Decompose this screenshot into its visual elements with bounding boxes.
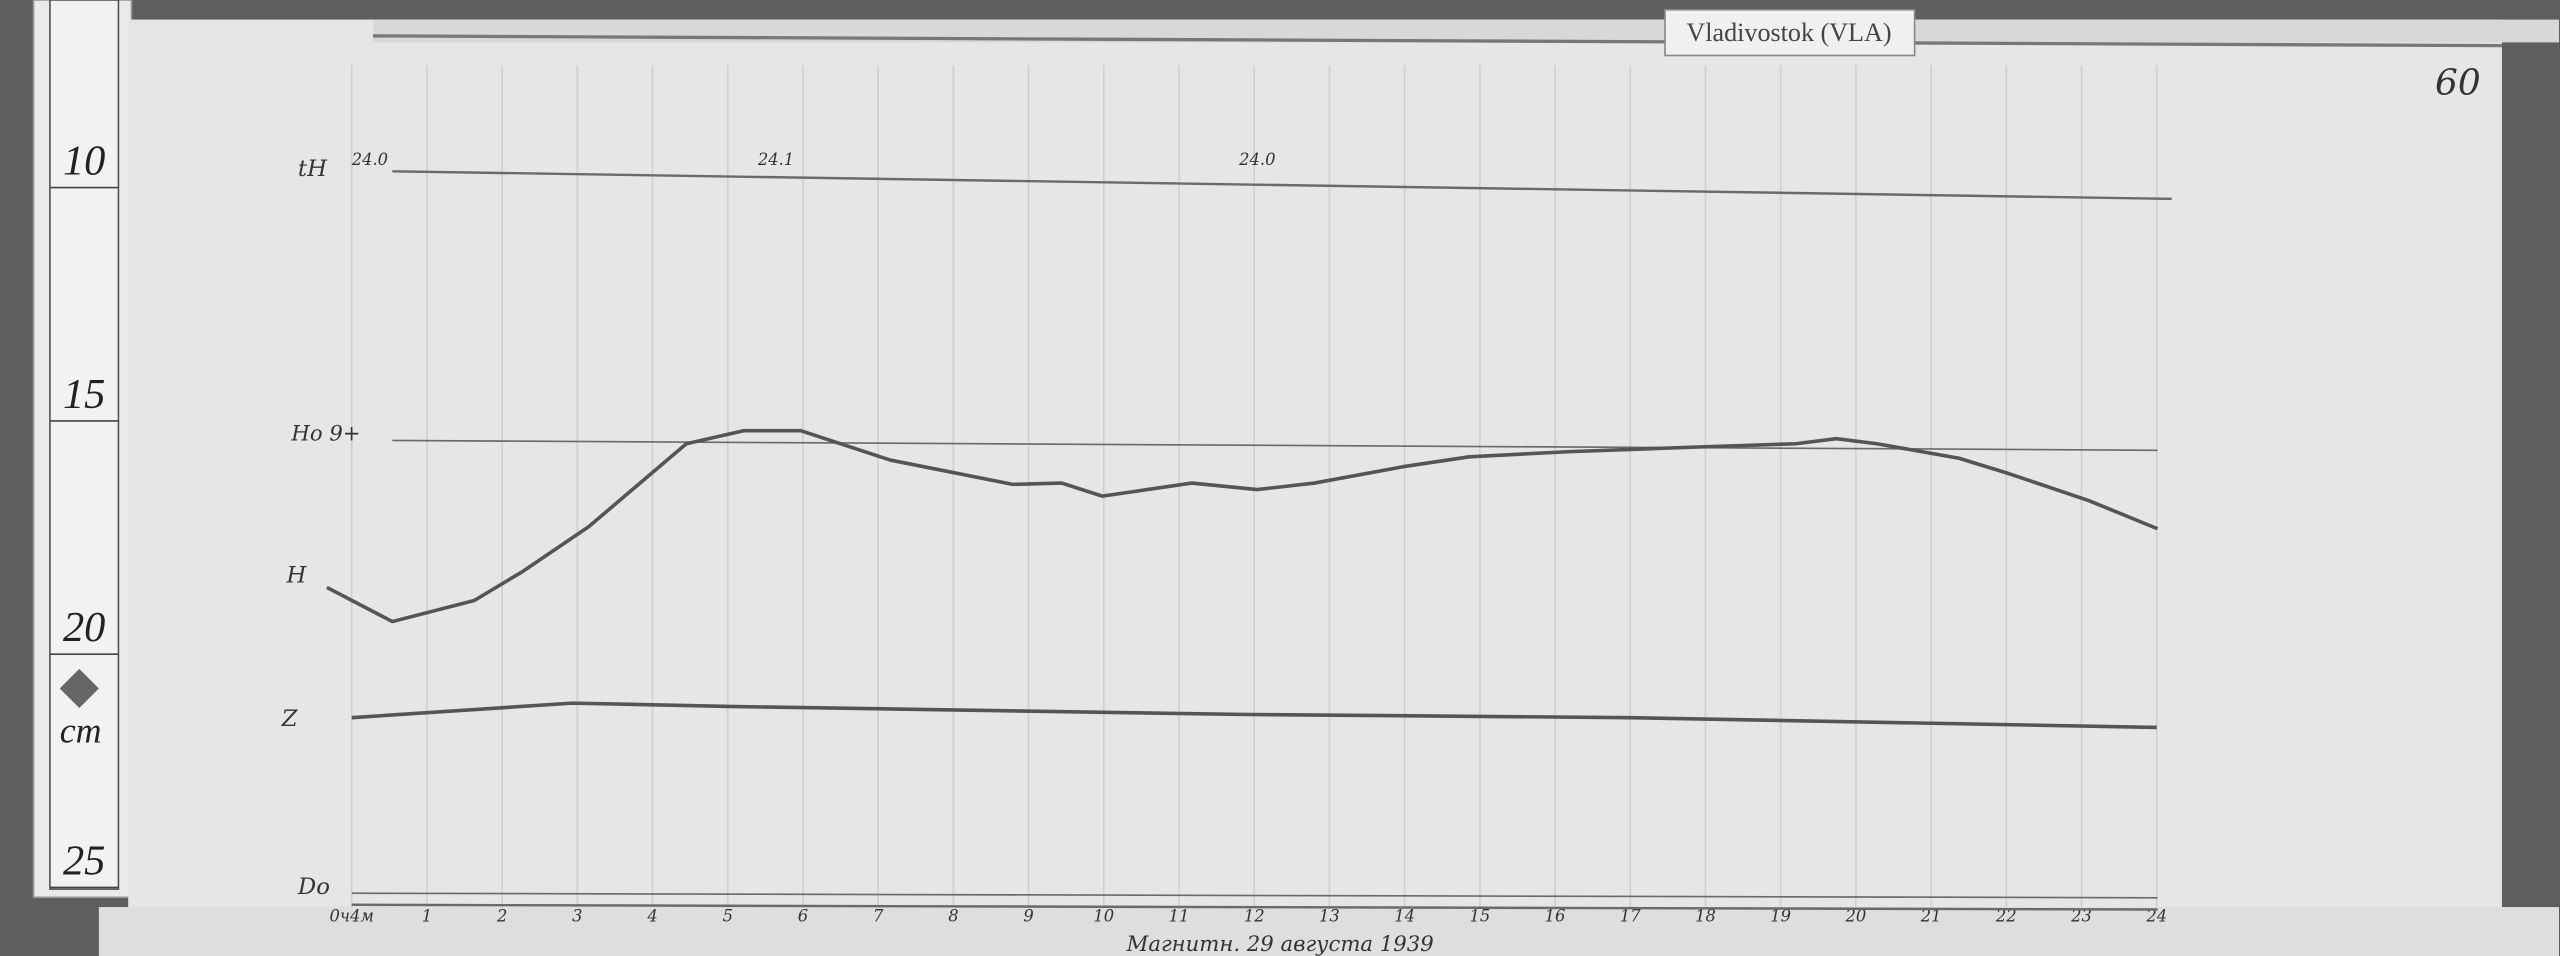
station-label-box — [1664, 8, 1916, 57]
hour-label: 8 — [948, 907, 958, 926]
hour-label: 3 — [572, 907, 582, 926]
hour-label: 4 — [646, 907, 657, 926]
hour-label: 2 — [496, 907, 507, 926]
baseline-tH — [392, 170, 2172, 201]
hour-label: 12 — [1244, 907, 1265, 926]
hour-label: 0ч4м — [330, 907, 374, 926]
hour-label: 11 — [1169, 907, 1190, 926]
trace-Z — [351, 701, 2157, 730]
trace-H — [326, 428, 2159, 624]
ruler-ticks: 10 15 20 25 — [49, 138, 119, 889]
hour-label: 17 — [1620, 907, 1641, 926]
ruler-scale — [49, 0, 120, 890]
baseline-Do-lower — [351, 903, 2158, 911]
hour-label: 10 — [1093, 907, 1114, 926]
baseline-annotation: 24.0 — [351, 150, 388, 169]
hour-label: 20 — [1845, 907, 1867, 926]
hour-label: 21 — [1920, 907, 1942, 926]
top-strip — [372, 19, 2560, 43]
ruler-tick-label: 25 — [63, 837, 105, 884]
hour-label: 22 — [1995, 907, 2017, 926]
page-number: 60 — [2435, 63, 2481, 104]
label-Z: Z — [281, 706, 299, 732]
hour-label: 1 — [422, 907, 432, 926]
bottom-strip — [98, 907, 2560, 956]
ruler-tick-label: 10 — [63, 138, 105, 185]
hour-label: 13 — [1319, 907, 1340, 926]
paper — [128, 19, 2502, 926]
hour-label: 15 — [1469, 907, 1490, 926]
ruler-unit: cm — [60, 710, 102, 750]
hour-label: 19 — [1770, 907, 1791, 926]
label-Do: Do — [297, 874, 330, 900]
hour-label: 16 — [1545, 907, 1566, 926]
hour-label: 18 — [1695, 907, 1716, 926]
traces: 24.0 24.1 24.0 — [326, 150, 2172, 911]
baseline-annotation: 24.1 — [757, 150, 794, 169]
trace-labels: tH Ho 9+ H Z Do — [281, 156, 361, 900]
top-edge — [372, 34, 2502, 48]
hour-grid: 0ч4м 1 2 3 4 5 6 7 8 9 10 11 12 13 14 15 16 17 18 19 20 21 22 2… — [330, 65, 2167, 926]
station-label: Vladivostok (VLA) — [1686, 18, 1891, 47]
hour-label: 7 — [873, 907, 884, 926]
hour-label: 9 — [1023, 907, 1033, 926]
hour-label: 14 — [1394, 907, 1415, 926]
hour-label: 6 — [798, 907, 808, 926]
footer-note: Магнитн. 29 августа 1939 — [1126, 931, 1434, 956]
hour-label: 24 — [2145, 907, 2167, 926]
label-Ho: Ho 9+ — [290, 420, 360, 445]
label-H: H — [285, 562, 307, 588]
emblem-icon — [59, 668, 99, 709]
ruler-tick-label: 15 — [63, 371, 105, 418]
baseline-Do — [351, 892, 2158, 899]
baseline-annotation: 24.0 — [1238, 150, 1275, 169]
ruler-tick-label: 20 — [63, 604, 105, 651]
hour-label: 23 — [2070, 907, 2092, 926]
hour-label: 5 — [723, 907, 733, 926]
label-tH: tH — [298, 156, 328, 182]
